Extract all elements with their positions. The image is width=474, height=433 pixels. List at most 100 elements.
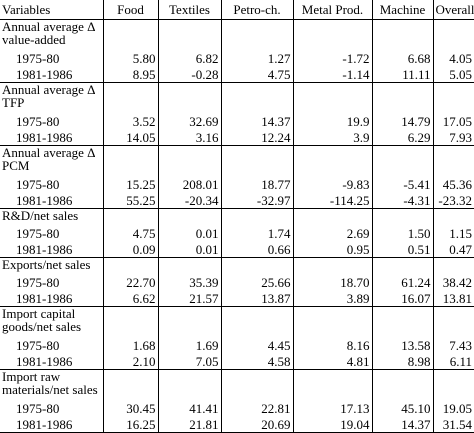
group-heading-row: Exports/net sales	[0, 257, 474, 275]
period-label: 1981-1986	[0, 192, 103, 209]
empty-cell	[102, 208, 158, 225]
value-cell: 45.36	[432, 176, 474, 192]
table-body: Annual average Δ value-added 1975-80 5.80 6.…	[0, 19, 474, 433]
table-row: 1981-1986 2.10 7.05 4.58 4.81 8.98 6.11	[0, 353, 474, 370]
empty-cell	[157, 82, 221, 113]
empty-cell	[371, 82, 433, 113]
value-cell: 0.51	[371, 241, 433, 258]
header-petro-ch: Petro-ch.	[220, 0, 293, 20]
value-cell: 4.58	[220, 353, 293, 370]
value-cell: 0.09	[102, 241, 158, 258]
value-cell: 6.82	[157, 50, 221, 66]
value-cell: 3.89	[292, 290, 372, 307]
table-row: 1981-1986 0.09 0.01 0.66 0.95 0.51 0.47	[0, 241, 474, 258]
value-cell: 0.01	[157, 225, 221, 241]
empty-cell	[157, 306, 221, 337]
table-row: 1981-1986 14.05 3.16 12.24 3.9 6.29 7.93	[0, 129, 474, 146]
value-cell: 6.68	[371, 50, 433, 66]
value-cell: 20.69	[220, 416, 293, 433]
value-cell: 1.15	[432, 225, 474, 241]
value-cell: 17.13	[292, 400, 372, 416]
period-label: 1975-80	[16, 400, 60, 416]
group-label: Annual average Δ TFP	[0, 83, 103, 114]
group-label-line: value-added	[2, 32, 66, 47]
empty-cell	[292, 257, 372, 274]
value-cell: 41.41	[157, 400, 221, 416]
value-cell: 4.05	[432, 50, 474, 66]
period-label: 1975-80	[16, 337, 60, 353]
group-heading-row: Import raw materials/net sales	[0, 369, 474, 401]
table-row: 1981-1986 6.62 21.57 13.87 3.89 16.07 13.81	[0, 290, 474, 307]
value-cell: 2.10	[102, 353, 158, 370]
table-row: 1975-80 30.45 41.41 22.81 17.13 45.10 19.05	[0, 400, 474, 416]
period-label: 1981-1986	[0, 416, 103, 433]
period-label: 1975-80	[16, 50, 60, 66]
value-cell: 19.05	[432, 400, 474, 416]
period-label: 1975-80	[16, 113, 60, 129]
value-cell: 7.93	[432, 129, 474, 146]
value-cell: 14.37	[371, 416, 433, 433]
group-label-line: Import raw	[2, 369, 61, 384]
value-cell: 12.24	[220, 129, 293, 146]
header-row: Variables Food Textiles Petro-ch. Metal …	[0, 0, 474, 20]
empty-cell	[432, 369, 474, 400]
empty-cell	[371, 306, 433, 337]
period-label: 1975-80	[16, 176, 60, 192]
value-cell: 0.01	[157, 241, 221, 258]
value-cell: 31.54	[432, 416, 474, 433]
empty-cell	[432, 145, 474, 176]
value-cell: -20.34	[157, 192, 221, 209]
value-cell: -32.97	[220, 192, 293, 209]
table-row: 1975-80 1.68 1.69 4.45 8.16 13.58 7.43	[0, 337, 474, 353]
group-label-line: Annual average Δ	[2, 145, 96, 160]
value-cell: 1.74	[220, 225, 293, 241]
value-cell: 14.37	[220, 113, 293, 129]
empty-cell	[371, 145, 433, 176]
value-cell: 13.81	[432, 290, 474, 307]
group-label-line: goods/net sales	[2, 319, 82, 334]
header-variables: Variables	[0, 0, 103, 20]
empty-cell	[157, 257, 221, 274]
empty-cell	[220, 306, 293, 337]
empty-cell	[220, 82, 293, 113]
value-cell: 22.70	[102, 274, 158, 290]
value-cell: 19.9	[292, 113, 372, 129]
group-label: Import capital goods/net sales	[0, 307, 103, 338]
group-label-line: materials/net sales	[2, 382, 98, 397]
table-row: 1981-1986 8.95 -0.28 4.75 -1.14 11.11 5.05	[0, 66, 474, 83]
value-cell: 208.01	[157, 176, 221, 192]
period-label: 1975-80	[16, 274, 60, 290]
header-machine: Machine	[371, 0, 433, 20]
empty-cell	[292, 145, 372, 176]
group-label: Import raw materials/net sales	[0, 370, 103, 401]
value-cell: 16.07	[371, 290, 433, 307]
table-row: 1975-80 5.80 6.82 1.27 -1.72 6.68 4.05	[0, 50, 474, 66]
value-cell: 55.25	[102, 192, 158, 209]
header-textiles: Textiles	[157, 0, 221, 20]
period-label: 1981-1986	[0, 66, 103, 83]
value-cell: -0.28	[157, 66, 221, 83]
empty-cell	[102, 257, 158, 274]
empty-cell	[292, 306, 372, 337]
empty-cell	[292, 369, 372, 400]
empty-cell	[292, 82, 372, 113]
group-heading-row: Annual average Δ TFP	[0, 82, 474, 114]
value-cell: 8.95	[102, 66, 158, 83]
value-cell: 21.81	[157, 416, 221, 433]
group-label: Exports/net sales	[0, 258, 103, 275]
value-cell: -4.31	[371, 192, 433, 209]
value-cell: -1.72	[292, 50, 372, 66]
period-label: 1975-80	[16, 225, 60, 241]
group-label: R&D/net sales	[0, 209, 103, 226]
value-cell: 14.79	[371, 113, 433, 129]
value-cell: -5.41	[371, 176, 433, 192]
period-label: 1981-1986	[0, 353, 103, 370]
value-cell: -9.83	[292, 176, 372, 192]
empty-cell	[432, 19, 474, 50]
table-row: 1975-80 3.52 32.69 14.37 19.9 14.79 17.05	[0, 113, 474, 129]
group-label-line: Exports/net sales	[2, 257, 91, 272]
empty-cell	[432, 306, 474, 337]
group-label-line: PCM	[2, 158, 30, 173]
value-cell: 5.05	[432, 66, 474, 83]
